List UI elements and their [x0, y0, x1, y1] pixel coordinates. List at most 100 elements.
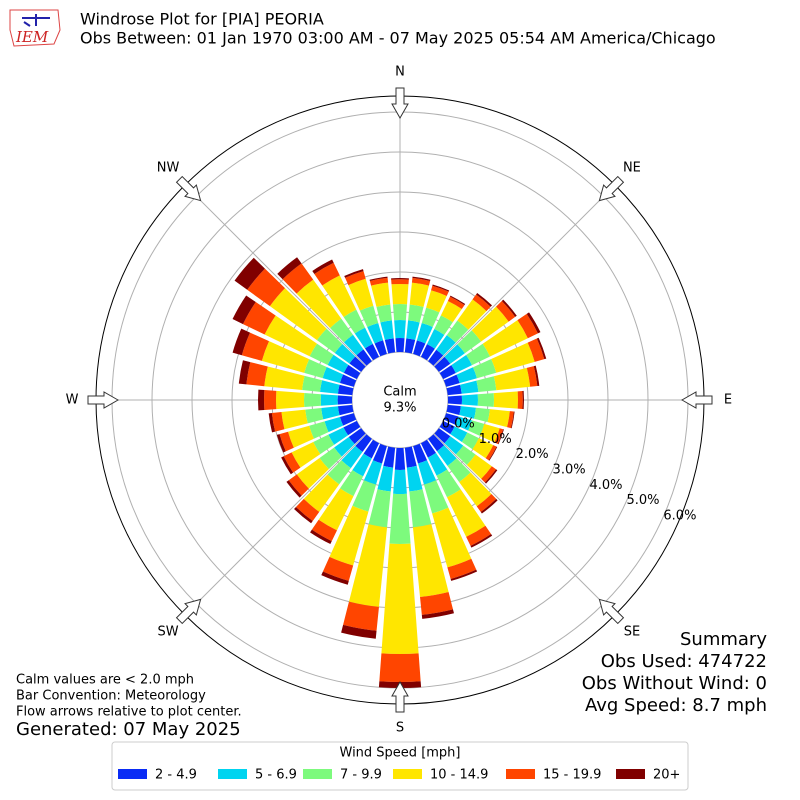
- bar-segment: [394, 320, 406, 339]
- bar-segment: [474, 407, 490, 423]
- compass-arrow: [87, 391, 120, 409]
- bar-segment: [241, 332, 270, 361]
- bar-segment: [343, 309, 366, 334]
- r-tick-label: 5.0%: [626, 493, 659, 508]
- bar-segment: [316, 328, 343, 353]
- compass-label: SE: [624, 624, 640, 639]
- bar-segment: [343, 364, 361, 380]
- bar-segment: [304, 392, 322, 408]
- bar-segment: [411, 277, 431, 286]
- bar-segment: [286, 480, 302, 498]
- bar-segment: [434, 428, 451, 444]
- bar-segment: [420, 439, 436, 458]
- bar-segment: [322, 275, 357, 317]
- bar-segment: [391, 284, 409, 305]
- bar-segment: [395, 338, 405, 353]
- bar-segment: [461, 394, 478, 406]
- bar-segment: [428, 349, 444, 366]
- legend-label: 2 - 4.9: [155, 768, 197, 783]
- bar-segment: [443, 374, 460, 387]
- bar-segment: [466, 454, 492, 479]
- bar-segment: [383, 446, 396, 468]
- bar-segment: [281, 456, 294, 475]
- bar-segment: [343, 420, 361, 436]
- calm-label: Calm: [383, 385, 416, 400]
- bar-segment: [406, 465, 423, 492]
- bar-segment: [480, 498, 498, 514]
- bar-segment: [444, 344, 465, 364]
- bar-segment: [309, 343, 334, 366]
- bar-segment: [238, 360, 251, 385]
- bar-segment: [276, 434, 286, 453]
- r-tick-label: 0.0%: [442, 417, 475, 432]
- bar-segment: [526, 312, 541, 334]
- bar-segment: [294, 506, 313, 524]
- bar-segment: [412, 524, 449, 597]
- bar-segment: [408, 304, 424, 323]
- compass-arrow: [680, 391, 713, 409]
- bar-segment: [334, 436, 355, 457]
- bar-segment: [456, 367, 477, 384]
- bar-segment: [380, 320, 394, 340]
- legend-label: 7 - 9.9: [340, 768, 382, 783]
- summary: Summary: [680, 629, 767, 650]
- bar-segment: [393, 469, 407, 494]
- logo-text: IEM: [15, 28, 49, 46]
- bar-segment: [371, 282, 391, 307]
- bar-segment: [417, 460, 437, 485]
- bar-segment: [314, 262, 340, 286]
- chart-subtitle: Obs Between: 01 Jan 1970 03:00 AM - 07 M…: [80, 29, 716, 48]
- bar-segment: [416, 323, 433, 344]
- bar-segment: [349, 356, 366, 372]
- bar-segment: [517, 391, 523, 409]
- bar-segment: [337, 395, 353, 405]
- bar-segment: [470, 533, 493, 548]
- bar-segment: [447, 458, 471, 483]
- bar-segment: [339, 374, 357, 387]
- bar-segment: [432, 284, 450, 292]
- bar-segment: [327, 460, 351, 485]
- bar-segment: [497, 429, 504, 445]
- bar-segment: [426, 329, 445, 349]
- bar-segment: [321, 571, 349, 585]
- bar-segment: [450, 426, 468, 443]
- bar-segment: [494, 428, 504, 444]
- bar-segment: [527, 338, 545, 362]
- bar-segment: [319, 447, 342, 470]
- bar-segment: [345, 271, 366, 286]
- summary: Obs Used: 474722: [601, 651, 767, 672]
- bar-segment: [337, 404, 354, 416]
- bar-segment: [305, 408, 324, 424]
- bar-segment: [232, 328, 251, 356]
- bar-segment: [276, 390, 305, 410]
- bar-segment: [329, 505, 369, 566]
- compass-label: N: [395, 65, 405, 80]
- legend-swatch: [118, 769, 147, 779]
- legend-swatch: [616, 769, 645, 779]
- bar-segment: [337, 384, 354, 396]
- bar-segment: [428, 434, 445, 452]
- bar-segment: [455, 416, 472, 431]
- legend-swatch: [303, 769, 332, 779]
- bar-segment: [460, 380, 479, 394]
- bar-segment: [309, 421, 329, 439]
- bar-segment: [439, 365, 456, 380]
- bar-segment: [327, 354, 349, 373]
- bar-segment: [324, 416, 344, 433]
- bar-segment: [363, 439, 380, 459]
- bar-segment: [288, 474, 309, 496]
- bar-segment: [533, 365, 540, 387]
- bar-segment: [427, 452, 448, 476]
- bar-segment: [493, 391, 518, 409]
- compass-arrow: [175, 175, 202, 202]
- bar-segment: [384, 338, 396, 354]
- bar-segment: [487, 409, 510, 428]
- bar-segment: [377, 465, 394, 492]
- bar-segment: [451, 355, 473, 374]
- bar-segment: [440, 300, 462, 323]
- bar-segment: [277, 257, 302, 280]
- bar-segment: [444, 436, 464, 455]
- bar-segment: [450, 569, 478, 581]
- bar-segment: [321, 406, 340, 420]
